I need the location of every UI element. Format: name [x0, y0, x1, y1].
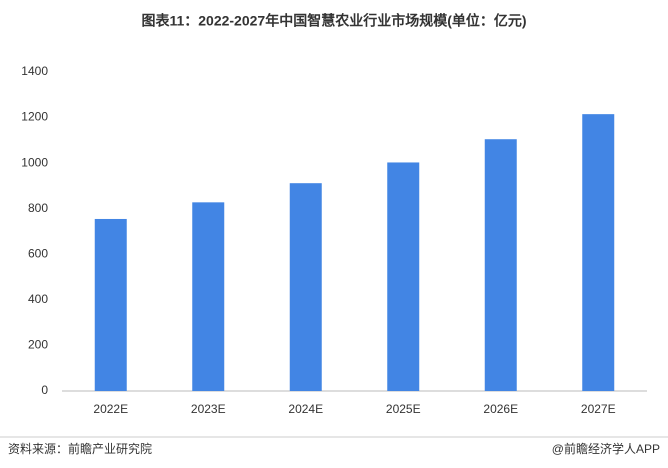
bar	[192, 202, 225, 391]
y-tick-label: 1400	[21, 64, 48, 78]
chart-title: 图表11：2022-2027年中国智慧农业行业市场规模(单位：亿元)	[141, 13, 526, 29]
y-tick-label: 200	[28, 338, 48, 352]
y-tick-label: 800	[28, 201, 48, 215]
bar	[289, 183, 322, 391]
y-tick-label: 1200	[21, 110, 48, 124]
x-tick-label: 2022E	[93, 402, 128, 416]
x-tick-label: 2025E	[386, 402, 421, 416]
y-tick-label: 600	[28, 246, 48, 260]
credit: @前瞻经济学人APP	[552, 441, 660, 456]
source: 资料来源：前瞻产业研究院	[8, 441, 152, 456]
bar	[387, 162, 420, 391]
x-tick-label: 2024E	[288, 402, 323, 416]
bar	[94, 218, 127, 391]
y-tick-label: 400	[28, 292, 48, 306]
y-tick-label: 0	[41, 383, 48, 397]
x-tick-label: 2023E	[191, 402, 226, 416]
y-tick-label: 1000	[21, 155, 48, 169]
x-tick-label: 2027E	[581, 402, 616, 416]
bar	[484, 139, 517, 391]
x-tick-label: 2026E	[483, 402, 518, 416]
bar	[582, 114, 615, 392]
